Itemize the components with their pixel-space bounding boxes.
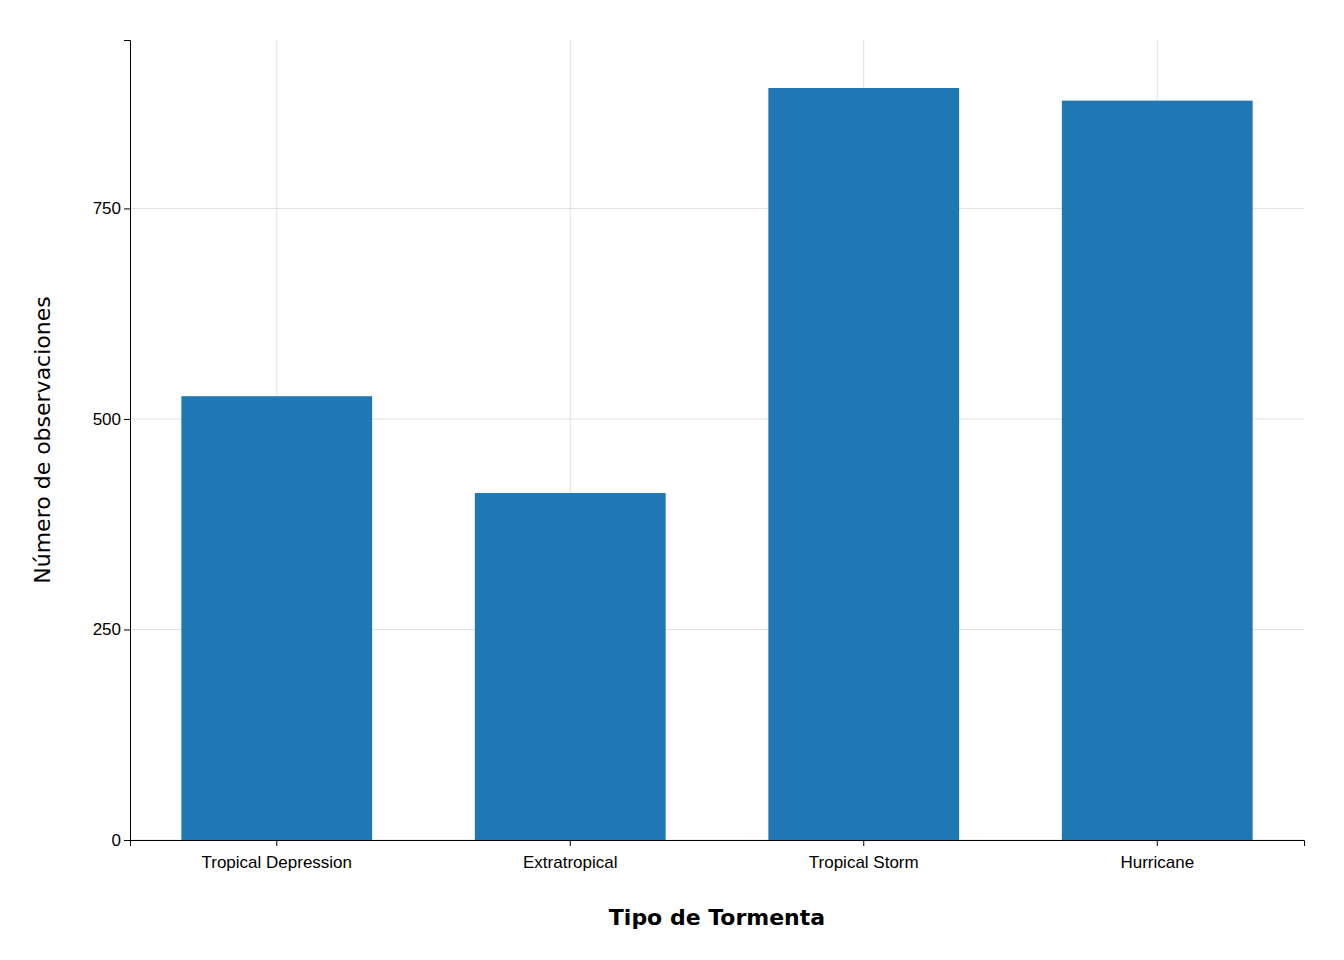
- bar: [181, 396, 372, 840]
- tick-mark: [124, 208, 130, 209]
- axis-line: [124, 41, 131, 841]
- x-axis-title: Tipo de Tormenta: [609, 905, 825, 930]
- tick-label: Extratropical: [523, 853, 617, 872]
- tick-mark: [124, 419, 130, 420]
- tick: 750: [93, 199, 130, 218]
- tick: Extratropical: [523, 840, 617, 872]
- grid: [130, 40, 1304, 840]
- tick-label: 750: [93, 199, 121, 218]
- bar: [1062, 101, 1253, 840]
- tick-mark: [124, 629, 130, 630]
- plot: Tropical Depression Extratropical Tropical…: [93, 40, 1305, 872]
- tick-mark: [570, 840, 571, 846]
- tick-mark: [124, 840, 130, 841]
- tick-label: 500: [93, 410, 121, 429]
- x-axis: Tropical Depression Extratropical Tropical…: [131, 840, 1305, 872]
- tick-mark: [863, 840, 864, 846]
- tick: 500: [93, 410, 130, 429]
- tick: 0: [112, 831, 130, 850]
- axis-line: [131, 841, 1305, 847]
- y-axis: 0 250 500 750: [93, 41, 131, 850]
- tick-label: Tropical Storm: [809, 853, 919, 872]
- bar: [768, 88, 959, 840]
- chart: Tropical Depression Extratropical Tropical…: [0, 0, 1344, 960]
- bar: [475, 493, 666, 840]
- tick: Hurricane: [1120, 840, 1194, 872]
- tick-label: Hurricane: [1120, 853, 1194, 872]
- tick: 250: [93, 620, 130, 639]
- tick-mark: [1157, 840, 1158, 846]
- y-axis-title: Número de observaciones: [30, 296, 55, 583]
- tick: Tropical Storm: [809, 840, 919, 872]
- bars: [181, 88, 1252, 840]
- tick-label: 0: [112, 831, 121, 850]
- tick-label: 250: [93, 620, 121, 639]
- tick: Tropical Depression: [201, 840, 352, 872]
- tick-label: Tropical Depression: [201, 853, 352, 872]
- tick-mark: [276, 840, 277, 846]
